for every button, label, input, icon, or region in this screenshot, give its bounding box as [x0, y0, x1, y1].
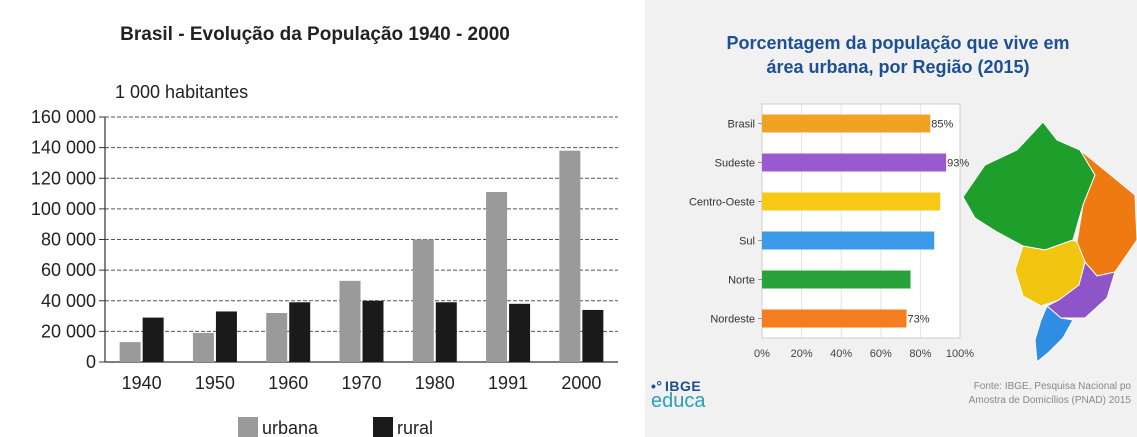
- left-legend-swatch-rural: [373, 417, 393, 437]
- right-x-tick-label: 100%: [946, 348, 974, 360]
- left-bar-urbana: [266, 313, 288, 362]
- map-region-south: [1034, 305, 1074, 363]
- left-y-tick-label: 20 000: [41, 321, 96, 341]
- population-chart: Brasil - Evolução da População 1940 - 20…: [31, 24, 618, 437]
- left-bar-urbana: [486, 192, 508, 362]
- left-legend-label-rural: rural: [397, 418, 433, 437]
- left-bar-urbana: [119, 342, 141, 362]
- logo-dots-icon: •°: [651, 378, 663, 394]
- left-bar-rural: [142, 317, 164, 362]
- right-x-tick-label: 60%: [870, 348, 892, 360]
- source-note: Fonte: IBGE, Pesquisa Nacional po Amostr…: [871, 380, 1131, 408]
- left-x-tick-label: 1991: [488, 373, 528, 393]
- left-bar-urbana: [192, 332, 214, 362]
- right-category-label: Brasil: [727, 119, 755, 131]
- source-line-1: Fonte: IBGE, Pesquisa Nacional po: [973, 381, 1131, 392]
- right-data-label: 73%: [908, 314, 930, 326]
- right-plot-area: [761, 103, 961, 339]
- left-legend-swatch-urbana: [238, 417, 258, 437]
- right-bar: [762, 270, 911, 289]
- right-bar: [762, 192, 941, 211]
- source-line-2: Amostra de Domicílios (PNAD) 2015: [968, 395, 1131, 406]
- left-y-tick-label: 140 000: [31, 138, 96, 158]
- left-x-tick-label: 1950: [195, 373, 235, 393]
- ibge-educa-logo: •° IBGE educa: [651, 378, 771, 428]
- left-y-tick-label: 80 000: [41, 230, 96, 250]
- left-y-tick-label: 120 000: [31, 168, 96, 188]
- right-bar: [762, 153, 947, 172]
- logo-educa-text: educa: [651, 390, 706, 412]
- left-legend-label-urbana: urbana: [262, 418, 319, 437]
- left-chart-title: Brasil - Evolução da População 1940 - 20…: [120, 24, 510, 45]
- urban-percentage-panel: Porcentagem da população que vive em área…: [645, 0, 1137, 437]
- left-bar-rural: [435, 302, 457, 362]
- left-bar-rural: [509, 303, 531, 362]
- brazil-map-icon: [962, 121, 1137, 363]
- right-category-label: Centro-Oeste: [689, 197, 755, 209]
- left-bar-rural: [289, 302, 311, 362]
- left-bar-urbana: [412, 239, 434, 362]
- right-bar: [762, 231, 935, 250]
- right-chart-title-line: Porcentagem da população que vive em: [726, 33, 1069, 53]
- right-bar: [762, 114, 931, 133]
- left-y-tick-label: 100 000: [31, 199, 96, 219]
- right-data-label: 93%: [947, 158, 969, 170]
- logo-ibge-text: IBGE: [665, 378, 702, 394]
- urban-percentage-chart: Porcentagem da população que vive em área…: [689, 33, 1137, 363]
- map-region-southeast: [1046, 260, 1116, 319]
- left-y-tick-label: 60 000: [41, 260, 96, 280]
- left-x-tick-label: 1980: [415, 373, 455, 393]
- left-bar-rural: [215, 311, 237, 362]
- right-x-tick-label: 40%: [830, 348, 852, 360]
- left-x-tick-label: 2000: [561, 373, 601, 393]
- map-region-north: [962, 121, 1096, 251]
- left-y-tick-label: 40 000: [41, 291, 96, 311]
- right-chart-title-line: área urbana, por Região (2015): [766, 57, 1029, 77]
- right-data-label: 85%: [931, 119, 953, 131]
- left-x-tick-label: 1940: [122, 373, 162, 393]
- right-category-label: Sul: [739, 236, 755, 248]
- right-category-label: Nordeste: [710, 314, 755, 326]
- left-y-tick-label: 0: [86, 352, 96, 372]
- right-x-tick-label: 0%: [754, 348, 770, 360]
- left-x-tick-label: 1970: [341, 373, 381, 393]
- left-y-axis-label: 1 000 habitantes: [115, 82, 248, 102]
- right-bar: [762, 309, 907, 328]
- right-x-tick-label: 20%: [791, 348, 813, 360]
- left-y-tick-label: 160 000: [31, 107, 96, 127]
- right-x-tick-label: 80%: [909, 348, 931, 360]
- left-bar-urbana: [559, 150, 581, 362]
- right-category-label: Norte: [728, 275, 755, 287]
- left-bar-rural: [362, 300, 384, 362]
- right-category-label: Sudeste: [715, 158, 755, 170]
- left-bar-urbana: [339, 280, 361, 362]
- left-bar-rural: [582, 309, 604, 362]
- left-x-tick-label: 1960: [268, 373, 308, 393]
